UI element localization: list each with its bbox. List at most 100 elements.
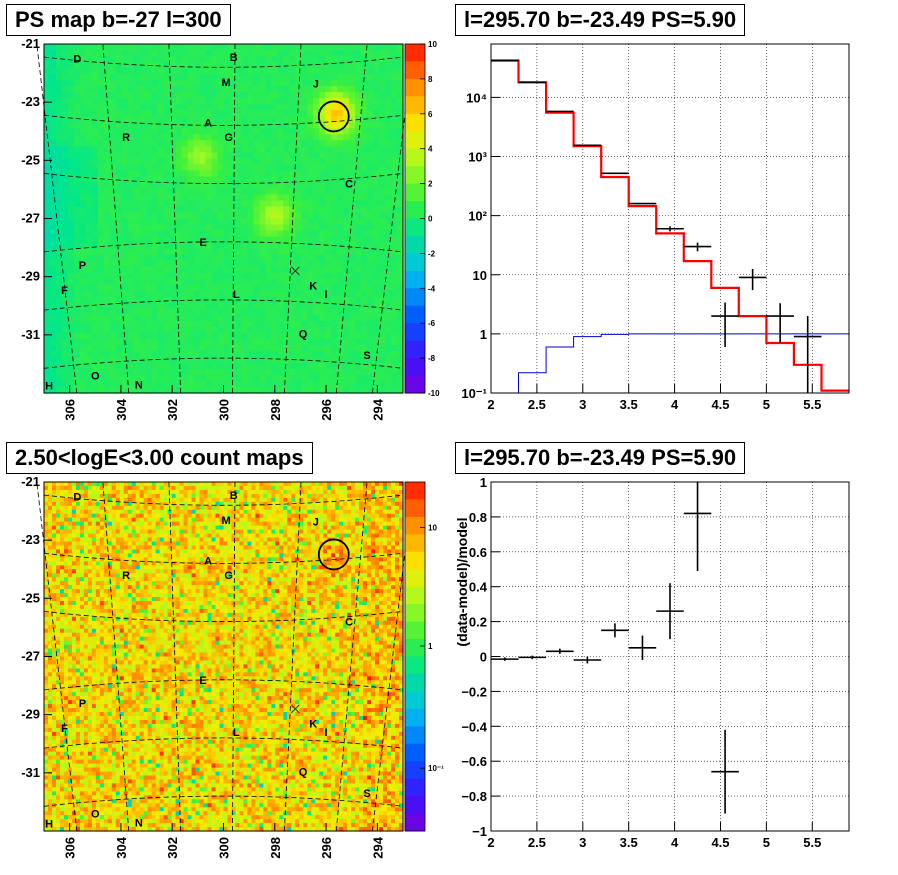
- map-cell: [75, 755, 81, 761]
- map-cell: [217, 164, 225, 171]
- map-cell: [379, 188, 386, 196]
- map-cell: [71, 517, 77, 523]
- map-cell: [127, 158, 135, 165]
- map-cell: [265, 326, 272, 334]
- map-cell: [229, 218, 237, 226]
- map-cell: [55, 787, 61, 792]
- map-cell: [283, 242, 290, 250]
- map-cell: [355, 290, 362, 298]
- map-cell: [51, 541, 57, 547]
- map-cell: [109, 104, 117, 111]
- map-cell: [361, 164, 368, 171]
- map-cell: [283, 116, 290, 123]
- map-cell: [59, 672, 65, 677]
- map-cell: [79, 493, 85, 499]
- map-cell: [163, 146, 171, 153]
- map-cell: [235, 284, 243, 292]
- map-cell: [397, 74, 404, 81]
- map-cell: [83, 561, 89, 566]
- map-cell: [55, 727, 61, 733]
- map-cell: [331, 290, 338, 298]
- map-cell: [97, 368, 105, 376]
- colorbar-segment: [405, 270, 425, 289]
- map-cell: [139, 152, 147, 159]
- map-cell: [397, 260, 404, 268]
- map-cell: [331, 188, 338, 196]
- map-cell: [121, 170, 129, 177]
- map-cell: [169, 356, 177, 364]
- map-cell: [169, 92, 177, 99]
- map-cell: [385, 338, 392, 346]
- map-cell: [349, 104, 356, 111]
- map-cell: [355, 320, 362, 328]
- map-cell: [99, 616, 105, 622]
- map-cell: [283, 266, 290, 274]
- map-cell: [367, 380, 374, 388]
- x-tick-label: 3: [579, 397, 586, 412]
- map-cell: [289, 206, 296, 214]
- map-cell: [277, 260, 284, 268]
- map-cell: [247, 296, 255, 304]
- map-cell: [151, 230, 159, 238]
- map-cell: [133, 254, 141, 262]
- map-cell: [193, 110, 201, 117]
- map-cell: [337, 260, 344, 268]
- map-cell: [75, 533, 81, 539]
- map-cell: [44, 296, 51, 304]
- map-cell: [295, 44, 302, 51]
- map-cell: [271, 86, 278, 93]
- map-cell: [71, 501, 77, 507]
- map-cell: [63, 577, 69, 582]
- map-cell: [91, 50, 99, 57]
- map-cell: [79, 811, 85, 816]
- map-cell: [313, 68, 320, 75]
- map-cell: [95, 537, 101, 543]
- map-cell: [217, 134, 225, 141]
- map-cell: [223, 350, 231, 358]
- map-cell: [63, 533, 69, 539]
- map-cell: [301, 374, 308, 382]
- map-cell: [181, 200, 189, 208]
- map-cell: [181, 164, 189, 171]
- map-cell: [205, 296, 213, 304]
- map-cell: [103, 110, 111, 117]
- map-cell: [103, 80, 111, 87]
- map-cell: [181, 56, 189, 63]
- map-cell: [271, 296, 278, 304]
- map-cell: [87, 771, 93, 777]
- map-cell: [59, 624, 65, 630]
- map-cell: [397, 104, 404, 111]
- map-cell: [151, 278, 159, 286]
- map-cell: [87, 489, 93, 495]
- map-cell: [59, 680, 65, 685]
- map-cell: [205, 146, 213, 153]
- map-cell: [301, 44, 308, 51]
- map-cell: [373, 374, 380, 382]
- map-cell: [307, 218, 314, 226]
- map-cell: [47, 668, 53, 673]
- map-cell: [44, 715, 49, 721]
- map-cell: [235, 182, 243, 190]
- map-cell: [44, 608, 49, 614]
- map-cell: [331, 224, 338, 232]
- map-cell: [44, 98, 51, 105]
- map-cell: [73, 128, 81, 135]
- map-cell: [385, 92, 392, 99]
- map-cell: [313, 74, 320, 81]
- map-cell: [115, 194, 123, 202]
- map-cell: [241, 242, 249, 250]
- source-label-c: C: [345, 179, 353, 191]
- map-cell: [283, 350, 290, 358]
- map-cell: [301, 290, 308, 298]
- map-cell: [175, 224, 183, 232]
- map-cell: [47, 755, 53, 761]
- map-cell: [55, 98, 63, 105]
- map-cell: [355, 86, 362, 93]
- map-cell: [319, 326, 326, 334]
- map-cell: [337, 146, 344, 153]
- map-cell: [193, 332, 201, 340]
- map-cell: [157, 182, 165, 190]
- map-cell: [85, 368, 93, 376]
- map-cell: [73, 194, 81, 202]
- map-cell: [379, 230, 386, 238]
